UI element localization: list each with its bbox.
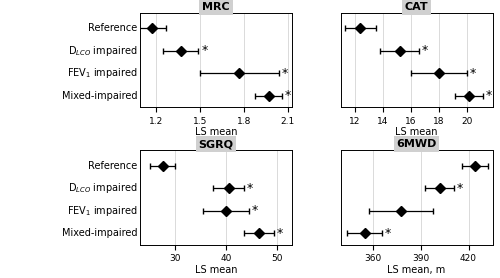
- Text: Mixed-impaired: Mixed-impaired: [62, 91, 138, 101]
- X-axis label: LS mean, m: LS mean, m: [388, 265, 446, 275]
- Text: Mixed-impaired: Mixed-impaired: [62, 228, 138, 238]
- Text: *: *: [422, 44, 428, 57]
- Text: *: *: [284, 90, 290, 103]
- Text: *: *: [246, 182, 253, 195]
- X-axis label: LS mean: LS mean: [396, 127, 438, 137]
- Text: FEV$_1$ impaired: FEV$_1$ impaired: [67, 66, 138, 80]
- X-axis label: LS mean: LS mean: [194, 127, 237, 137]
- Title: MRC: MRC: [202, 2, 230, 12]
- Text: Reference: Reference: [88, 23, 138, 33]
- Title: 6MWD: 6MWD: [396, 139, 436, 149]
- Text: *: *: [252, 204, 258, 217]
- Title: SGRQ: SGRQ: [198, 139, 234, 149]
- Text: *: *: [470, 67, 476, 80]
- Text: Reference: Reference: [88, 161, 138, 171]
- X-axis label: LS mean: LS mean: [194, 265, 237, 275]
- Text: FEV$_1$ impaired: FEV$_1$ impaired: [67, 204, 138, 218]
- Text: *: *: [385, 227, 391, 240]
- Text: *: *: [201, 44, 207, 57]
- Text: D$_{LCO}$ impaired: D$_{LCO}$ impaired: [68, 44, 138, 58]
- Text: *: *: [277, 227, 283, 240]
- Text: D$_{LCO}$ impaired: D$_{LCO}$ impaired: [68, 181, 138, 195]
- Text: *: *: [282, 67, 288, 80]
- Text: *: *: [486, 90, 492, 103]
- Title: CAT: CAT: [404, 2, 428, 12]
- Text: *: *: [457, 182, 463, 195]
